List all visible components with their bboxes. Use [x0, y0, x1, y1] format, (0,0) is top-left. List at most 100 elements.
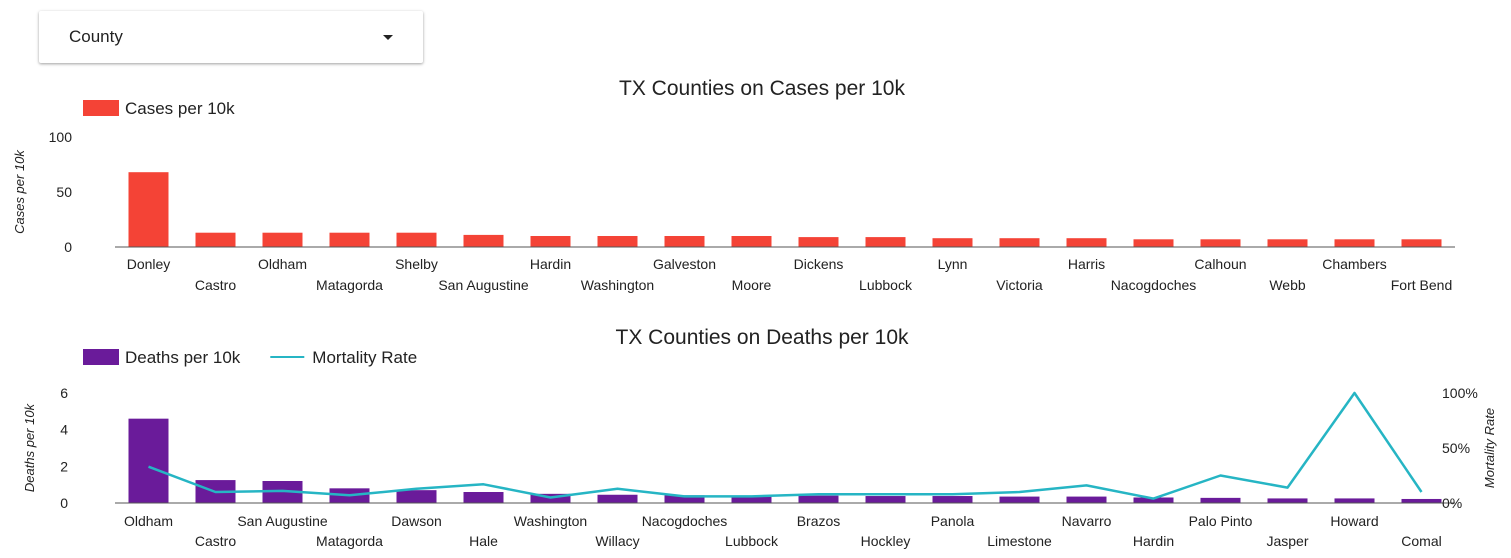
- deaths-bar-9[interactable]: [731, 495, 772, 503]
- cases-category-label-0: Donley: [127, 256, 171, 272]
- deaths-mortality-point-3[interactable]: [347, 492, 353, 498]
- deaths-mortality-point-13[interactable]: [1017, 489, 1023, 495]
- deaths-bar-0[interactable]: [128, 418, 169, 503]
- deaths-ytick-2: 4: [60, 422, 68, 438]
- cases-bar-2[interactable]: [262, 232, 303, 247]
- deaths-mortality-point-17[interactable]: [1285, 485, 1291, 491]
- deaths-mortality-point-14[interactable]: [1084, 482, 1090, 488]
- cases-category-label-19: Fort Bend: [1391, 277, 1452, 293]
- cases-bar-18[interactable]: [1334, 239, 1375, 247]
- deaths-category-label-1: Castro: [195, 533, 236, 549]
- deaths-mortality-point-8[interactable]: [682, 493, 688, 499]
- cases-bar-15[interactable]: [1133, 239, 1174, 247]
- deaths-ytick-0: 0: [60, 495, 68, 511]
- deaths-category-label-13: Limestone: [987, 533, 1052, 549]
- deaths-category-label-12: Panola: [931, 513, 975, 529]
- deaths-bar-16[interactable]: [1200, 497, 1241, 503]
- deaths-mortality-point-0[interactable]: [146, 464, 152, 470]
- deaths-bar-8[interactable]: [664, 495, 705, 503]
- deaths-y2tick-2: 100%: [1442, 385, 1478, 401]
- cases-ytick-0: 0: [64, 239, 72, 255]
- deaths-category-label-18: Howard: [1330, 513, 1378, 529]
- deaths-ytick-1: 2: [60, 458, 68, 474]
- deaths-mortality-point-11[interactable]: [883, 491, 889, 497]
- cases-bar-13[interactable]: [999, 238, 1040, 247]
- cases-category-label-16: Calhoun: [1194, 256, 1246, 272]
- cases-category-label-4: Shelby: [395, 256, 438, 272]
- deaths-category-label-0: Oldham: [124, 513, 173, 529]
- cases-bar-10[interactable]: [798, 237, 839, 247]
- deaths-category-label-19: Comal: [1401, 533, 1441, 549]
- cases-bar-7[interactable]: [597, 236, 638, 247]
- deaths-mortality-point-4[interactable]: [414, 486, 420, 492]
- cases-bar-17[interactable]: [1267, 239, 1308, 247]
- cases-yaxis-title: Cases per 10k: [12, 149, 27, 234]
- cases-bar-0[interactable]: [128, 172, 169, 247]
- deaths-legend-label-1[interactable]: Mortality Rate: [312, 348, 417, 367]
- cases-category-label-8: Galveston: [653, 256, 716, 272]
- cases-legend-swatch-0[interactable]: [83, 100, 119, 116]
- cases-legend-label-0[interactable]: Cases per 10k: [125, 99, 235, 118]
- deaths-legend-label-0[interactable]: Deaths per 10k: [125, 348, 241, 367]
- deaths-ytick-3: 6: [60, 385, 68, 401]
- deaths-bar-11[interactable]: [865, 496, 906, 503]
- cases-bar-11[interactable]: [865, 237, 906, 247]
- cases-bar-3[interactable]: [329, 232, 370, 247]
- cases-category-label-14: Harris: [1068, 256, 1105, 272]
- cases-category-label-15: Nacogdoches: [1111, 277, 1197, 293]
- deaths-mortality-point-15[interactable]: [1151, 496, 1157, 502]
- deaths-mortality-point-12[interactable]: [950, 491, 956, 497]
- deaths-mortality-point-19[interactable]: [1419, 489, 1425, 495]
- deaths-y2axis-title: Mortality Rate: [1482, 408, 1497, 488]
- deaths-bar-14[interactable]: [1066, 496, 1107, 503]
- cases-bar-19[interactable]: [1401, 239, 1442, 247]
- deaths-bar-12[interactable]: [932, 496, 973, 503]
- deaths-mortality-point-16[interactable]: [1218, 473, 1224, 479]
- deaths-category-label-17: Jasper: [1266, 533, 1308, 549]
- cases-category-label-3: Matagorda: [316, 277, 383, 293]
- deaths-category-label-14: Navarro: [1062, 513, 1112, 529]
- cases-category-label-13: Victoria: [996, 277, 1043, 293]
- deaths-mortality-point-7[interactable]: [615, 486, 621, 492]
- deaths-mortality-point-18[interactable]: [1352, 390, 1358, 396]
- caret-down-icon[interactable]: [383, 35, 393, 40]
- deaths-mortality-point-2[interactable]: [280, 488, 286, 494]
- deaths-category-label-4: Dawson: [391, 513, 442, 529]
- deaths-bar-4[interactable]: [396, 490, 437, 503]
- deaths-bar-10[interactable]: [798, 495, 839, 503]
- deaths-mortality-point-5[interactable]: [481, 481, 487, 487]
- deaths-bar-17[interactable]: [1267, 498, 1308, 503]
- deaths-bar-18[interactable]: [1334, 498, 1375, 503]
- deaths-category-label-6: Washington: [514, 513, 587, 529]
- cases-bar-5[interactable]: [463, 234, 504, 247]
- deaths-mortality-point-6[interactable]: [548, 495, 554, 501]
- deaths-mortality-point-1[interactable]: [213, 489, 219, 495]
- cases-category-label-12: Lynn: [938, 256, 968, 272]
- cases-category-label-7: Washington: [581, 277, 654, 293]
- cases-category-label-2: Oldham: [258, 256, 307, 272]
- deaths-bar-7[interactable]: [597, 494, 638, 503]
- deaths-legend-swatch-0[interactable]: [83, 349, 119, 365]
- deaths-bar-15[interactable]: [1133, 497, 1174, 504]
- county-dropdown[interactable]: County: [39, 11, 423, 63]
- deaths-bar-5[interactable]: [463, 492, 504, 503]
- cases-category-label-1: Castro: [195, 277, 236, 293]
- cases-bar-4[interactable]: [396, 232, 437, 247]
- cases-bar-6[interactable]: [530, 236, 571, 247]
- cases-bar-16[interactable]: [1200, 239, 1241, 247]
- deaths-bar-19[interactable]: [1401, 498, 1442, 503]
- deaths-category-label-16: Palo Pinto: [1189, 513, 1253, 529]
- deaths-mortality-line[interactable]: [148, 391, 1423, 500]
- cases-bar-9[interactable]: [731, 236, 772, 247]
- cases-bar-8[interactable]: [664, 236, 705, 247]
- deaths-mortality-point-10[interactable]: [816, 491, 822, 497]
- cases-bar-14[interactable]: [1066, 238, 1107, 247]
- deaths-category-label-2: San Augustine: [237, 513, 328, 529]
- cases-category-label-17: Webb: [1269, 277, 1306, 293]
- cases-bar-12[interactable]: [932, 238, 973, 247]
- deaths-bar-13[interactable]: [999, 496, 1040, 503]
- cases-category-label-5: San Augustine: [438, 277, 529, 293]
- deaths-mortality-point-9[interactable]: [749, 493, 755, 499]
- cases-bar-1[interactable]: [195, 232, 236, 247]
